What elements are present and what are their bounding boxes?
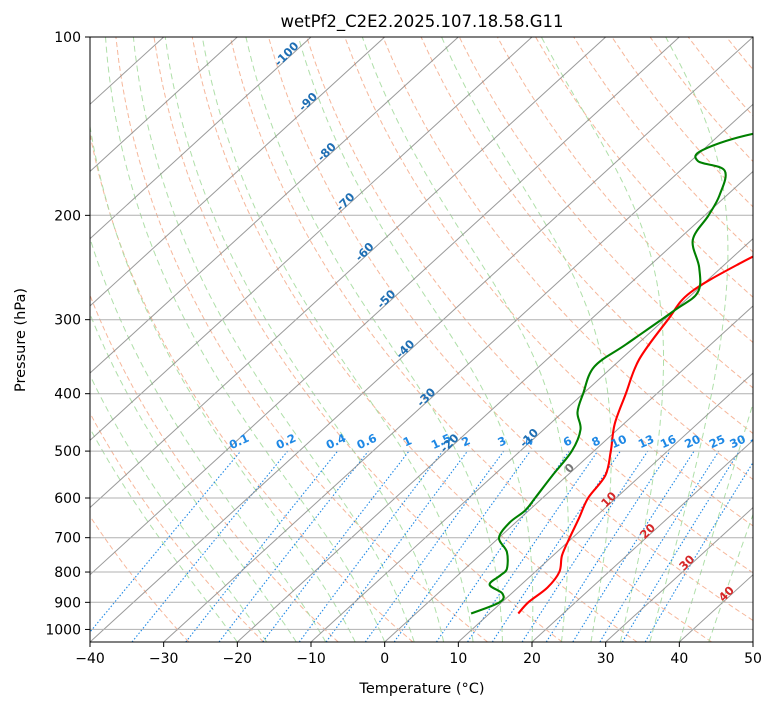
moist-adiabat [90, 312, 297, 642]
mixing-ratio-line [218, 450, 369, 642]
isotherm-line [90, 37, 607, 509]
y-tick-label: 800 [54, 565, 81, 581]
moist-adiabat [361, 37, 569, 642]
x-tick-label: 0 [380, 651, 389, 667]
moist-adiabat [649, 37, 729, 642]
mixing-ratio-line [467, 450, 599, 642]
chart-title: wetPf2_C2E2.2025.107.18.58.G11 [280, 12, 563, 32]
mixing-ratio-line [298, 450, 444, 642]
dry-adiabat [90, 412, 264, 642]
dry-adiabat [382, 37, 753, 481]
isotherm-line [90, 37, 459, 374]
mixing-ratio-label: 25 [707, 432, 727, 451]
moist-adiabat [164, 37, 445, 642]
isotherm-line [90, 37, 238, 173]
y-axis-label: Pressure (hPa) [13, 288, 29, 392]
moist-adiabat [201, 37, 474, 642]
moist-adiabat [708, 513, 753, 642]
x-tick-label: −30 [149, 651, 179, 667]
isotherm-line [310, 237, 753, 642]
moist-adiabat [105, 37, 386, 642]
x-tick-label: 20 [523, 651, 541, 667]
profile-lines [470, 132, 753, 615]
mixing-ratio-line [621, 450, 740, 642]
moist-adiabat [678, 401, 753, 642]
mixing-ratio-line [491, 450, 621, 642]
moist-adiabat [90, 123, 356, 642]
moist-adiabat [441, 37, 612, 642]
mixing-ratio-line [521, 450, 649, 642]
x-tick-label: 40 [670, 651, 688, 667]
mixing-ratio-line [325, 450, 468, 642]
y-tick-label: 100 [54, 30, 81, 46]
x-tick-label: −10 [296, 651, 326, 667]
x-axis: −40 −30 −20 −10 0 10 20 30 40 50 [75, 642, 762, 667]
y-tick-label: 600 [54, 491, 81, 507]
isotherm-line [236, 170, 753, 642]
mixing-ratio-label: 36 [748, 432, 768, 451]
dry-adiabat [420, 37, 753, 435]
moist-adiabat [245, 37, 503, 642]
plot-frame [89, 36, 754, 643]
x-tick-label: 50 [744, 651, 762, 667]
isotherm-line [163, 103, 753, 642]
isotherm-line [90, 37, 680, 576]
background-lines [90, 37, 753, 642]
mixing-ratio-line [572, 450, 695, 642]
x-tick-label: −20 [223, 651, 253, 667]
pressure-grid [90, 37, 753, 630]
y-tick-label: 300 [54, 313, 81, 329]
dry-adiabat [496, 37, 753, 344]
dewpoint-profile [470, 132, 753, 615]
y-tick-label: 700 [54, 531, 81, 547]
mixing-ratio-line [644, 461, 753, 642]
y-tick-label: 400 [54, 387, 81, 403]
temperature-profile [517, 255, 753, 615]
x-tick-label: 30 [597, 651, 615, 667]
moist-adiabat [90, 236, 327, 642]
moist-adiabat [90, 374, 268, 642]
y-axis: 100 200 300 400 500 600 700 800 900 1000 [45, 30, 90, 638]
dry-adiabat [268, 37, 753, 622]
x-axis-label: Temperature (°C) [358, 681, 484, 697]
mixing-ratio-label: 20 [682, 432, 702, 451]
isotherm-line [531, 439, 753, 642]
mixing-ratio-label: 13 [636, 432, 656, 451]
isotherm-line [90, 37, 386, 307]
y-tick-label: 1000 [45, 622, 81, 638]
moist-adiabat [90, 427, 238, 642]
x-tick-label: −40 [75, 651, 105, 667]
mixing-ratio-label: 16 [658, 432, 678, 451]
dry-adiabat [115, 37, 488, 642]
isotherm-line [384, 305, 753, 642]
dry-adiabat [153, 37, 563, 642]
isotherm-line [90, 37, 312, 240]
dry-adiabat [191, 37, 638, 642]
mixing-ratio-label: 10 [608, 432, 628, 451]
isotherm-line [605, 506, 753, 642]
dry-adiabat [306, 37, 753, 574]
mixing-ratio-line [364, 450, 505, 642]
dry-adiabat [535, 37, 753, 298]
mixing-ratio-line [545, 450, 671, 642]
isotherm-line [90, 37, 533, 442]
mixing-ratio-label: 30 [727, 432, 747, 451]
mixing-ratio-line [262, 450, 410, 642]
y-tick-label: 500 [54, 444, 81, 460]
isotherm-line [90, 37, 753, 642]
x-tick-label: 10 [449, 651, 467, 667]
y-tick-label: 900 [54, 595, 81, 611]
mixing-ratio-line [599, 450, 720, 642]
y-tick-label: 200 [54, 208, 81, 224]
moist-adiabat [540, 37, 664, 642]
